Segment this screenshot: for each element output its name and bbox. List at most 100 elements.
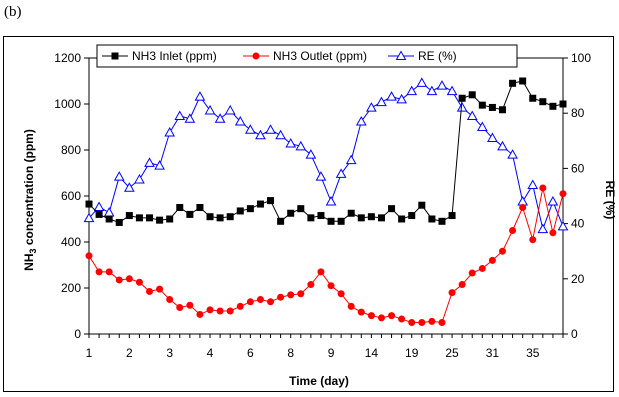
data-point — [307, 214, 315, 222]
data-point — [428, 317, 436, 325]
x-tick-label: 4 — [207, 346, 214, 360]
data-point — [355, 115, 367, 126]
data-point — [476, 121, 488, 131]
data-point — [277, 217, 285, 225]
data-point — [216, 214, 224, 222]
data-point — [224, 104, 236, 115]
data-point — [267, 197, 275, 205]
data-point — [468, 91, 476, 99]
data-point — [367, 213, 375, 221]
data-point — [539, 184, 547, 192]
data-point — [105, 268, 113, 276]
data-point — [186, 301, 194, 309]
data-point — [327, 282, 335, 290]
data-point — [317, 268, 325, 276]
x-tick-label: 3 — [166, 346, 173, 360]
data-point — [234, 115, 246, 126]
data-point — [327, 217, 335, 225]
data-point — [448, 212, 456, 220]
data-point — [458, 94, 466, 102]
data-point — [549, 102, 557, 110]
legend: NH3 Inlet (ppm) NH3 Outlet (ppm) RE (%) — [96, 44, 518, 68]
series-layer — [83, 77, 569, 326]
data-point — [559, 190, 567, 198]
series-line — [88, 187, 564, 324]
data-point — [337, 217, 345, 225]
data-point — [498, 247, 506, 255]
data-point — [478, 264, 486, 272]
data-point — [517, 196, 529, 206]
data-point — [509, 79, 517, 87]
data-point — [176, 204, 184, 211]
data-point — [166, 215, 174, 223]
data-point — [206, 213, 214, 221]
legend-label: NH3 Outlet (ppm) — [273, 49, 367, 63]
data-point — [557, 220, 569, 231]
panel-label: (b) — [4, 4, 22, 20]
data-point — [135, 214, 143, 222]
data-point — [297, 205, 305, 213]
data-point — [226, 307, 234, 315]
data-point — [295, 140, 307, 151]
data-point — [428, 215, 436, 223]
data-point — [174, 110, 186, 120]
data-point — [498, 106, 506, 114]
data-point — [103, 207, 115, 217]
data-point — [246, 298, 254, 306]
data-point — [458, 281, 466, 289]
data-point — [529, 236, 537, 244]
data-point — [93, 201, 105, 212]
x-tick-label: 9 — [328, 346, 335, 360]
data-point — [519, 204, 527, 211]
data-point — [347, 302, 355, 310]
data-point — [196, 310, 204, 318]
data-point — [478, 101, 486, 109]
data-point — [456, 102, 468, 112]
data-point — [246, 205, 254, 213]
axes: 0 200 400 600 800 1000 1200 0 20 40 60 80 100 1 2 3 4 6 8 9… — [54, 51, 591, 360]
data-point — [245, 124, 256, 134]
y-tick-label: 600 — [61, 189, 81, 203]
data-point — [83, 212, 95, 223]
data-point — [236, 302, 244, 310]
data-point — [154, 160, 165, 170]
data-point — [367, 312, 375, 320]
data-point — [448, 289, 456, 297]
legend-marker — [252, 52, 260, 60]
y2-tick-label: 40 — [571, 217, 585, 231]
x-tick-label: 8 — [287, 346, 294, 360]
data-point — [406, 85, 418, 96]
data-point — [497, 140, 508, 151]
data-point — [529, 94, 537, 102]
data-point — [398, 315, 406, 323]
data-point — [285, 138, 297, 148]
data-point — [115, 218, 123, 226]
data-point — [438, 319, 446, 326]
data-point — [418, 201, 426, 209]
legend-label: NH3 Inlet (ppm) — [132, 49, 217, 63]
x-tick-label: 2 — [126, 346, 133, 360]
data-point — [386, 91, 397, 101]
x-tick-label: 6 — [247, 346, 254, 360]
data-point — [488, 256, 496, 264]
data-point — [184, 113, 196, 123]
y-tick-label: 200 — [61, 281, 81, 295]
y2-tick-label: 100 — [571, 51, 591, 65]
y2-tick-label: 60 — [571, 161, 585, 175]
data-point — [125, 275, 133, 283]
data-point — [366, 102, 377, 112]
series-nh3-inlet — [85, 77, 567, 226]
data-point — [547, 196, 559, 206]
chart-frame — [3, 36, 614, 392]
data-point — [527, 179, 539, 189]
data-point — [113, 171, 125, 181]
x-tick-label: 31 — [486, 346, 500, 360]
x-axis-label: Time (day) — [289, 374, 349, 388]
y-axis-label-sub: 3 — [28, 248, 38, 253]
y-tick-label: 1200 — [54, 51, 81, 65]
data-point — [315, 171, 327, 181]
x-tick-label: 25 — [445, 346, 459, 360]
data-point — [85, 252, 93, 260]
data-point — [194, 91, 206, 101]
data-point — [256, 200, 264, 208]
